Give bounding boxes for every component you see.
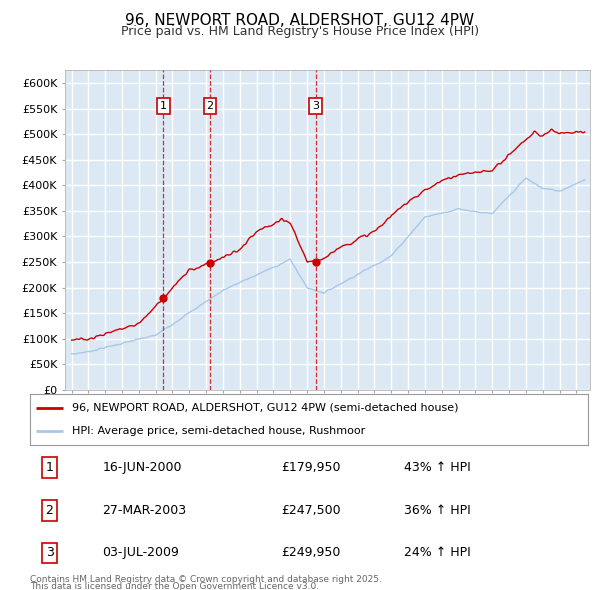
Text: 2: 2 — [46, 504, 53, 517]
Text: 03-JUL-2009: 03-JUL-2009 — [103, 546, 179, 559]
Text: This data is licensed under the Open Government Licence v3.0.: This data is licensed under the Open Gov… — [30, 582, 319, 590]
Text: 3: 3 — [46, 546, 53, 559]
Text: 1: 1 — [160, 101, 167, 111]
Text: 27-MAR-2003: 27-MAR-2003 — [103, 504, 187, 517]
Text: 96, NEWPORT ROAD, ALDERSHOT, GU12 4PW: 96, NEWPORT ROAD, ALDERSHOT, GU12 4PW — [125, 13, 475, 28]
Text: 43% ↑ HPI: 43% ↑ HPI — [404, 461, 470, 474]
Text: 24% ↑ HPI: 24% ↑ HPI — [404, 546, 470, 559]
Text: £249,950: £249,950 — [281, 546, 340, 559]
Text: HPI: Average price, semi-detached house, Rushmoor: HPI: Average price, semi-detached house,… — [72, 427, 365, 437]
Text: 3: 3 — [312, 101, 319, 111]
Text: £179,950: £179,950 — [281, 461, 341, 474]
Text: £247,500: £247,500 — [281, 504, 341, 517]
Text: 2: 2 — [206, 101, 214, 111]
Text: 96, NEWPORT ROAD, ALDERSHOT, GU12 4PW (semi-detached house): 96, NEWPORT ROAD, ALDERSHOT, GU12 4PW (s… — [72, 402, 458, 412]
Text: Contains HM Land Registry data © Crown copyright and database right 2025.: Contains HM Land Registry data © Crown c… — [30, 575, 382, 584]
Text: 36% ↑ HPI: 36% ↑ HPI — [404, 504, 470, 517]
Text: Price paid vs. HM Land Registry's House Price Index (HPI): Price paid vs. HM Land Registry's House … — [121, 25, 479, 38]
Text: 1: 1 — [46, 461, 53, 474]
Text: 16-JUN-2000: 16-JUN-2000 — [103, 461, 182, 474]
